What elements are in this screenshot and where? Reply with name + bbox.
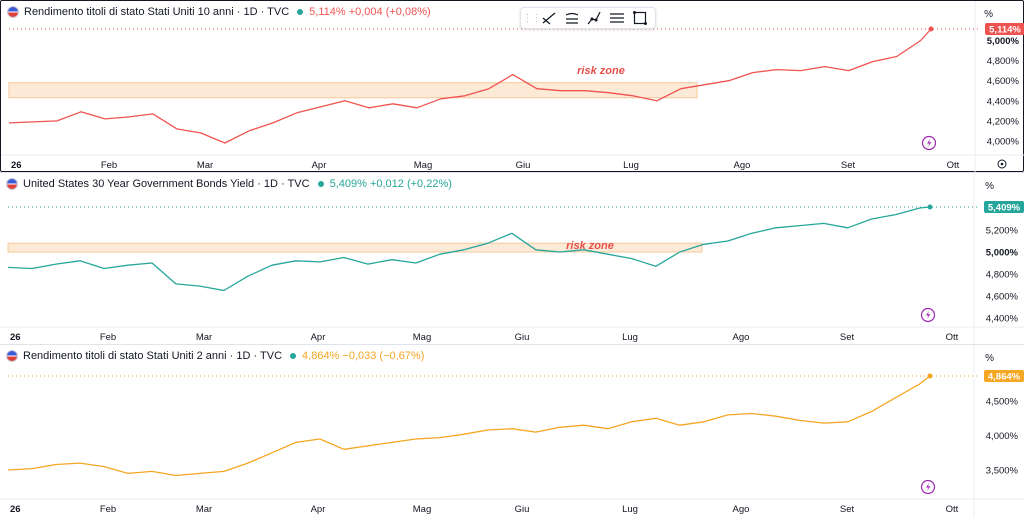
- legend-change-pct: (−0,67%): [379, 350, 424, 362]
- x-tick-label: Mag: [413, 504, 431, 515]
- x-tick-label: 26: [10, 504, 21, 515]
- y-tick-label: 4,800%: [987, 56, 1020, 67]
- y-tick-label: 5,200%: [986, 225, 1019, 236]
- y-tick-label: 5,000%: [986, 247, 1019, 258]
- last-price-tag-text: 5,114%: [989, 25, 1021, 36]
- x-tick-label: Mag: [413, 332, 431, 343]
- x-tick-label: Ago: [733, 332, 750, 343]
- x-tick-label: Ott: [946, 332, 959, 343]
- x-tick-label: Feb: [100, 504, 116, 515]
- legend-title[interactable]: Rendimento titoli di stato Stati Uniti 2…: [23, 350, 282, 362]
- last-price-tag-text: 5,409%: [988, 203, 1021, 214]
- drag-handle-icon[interactable]: ⋮⋮: [528, 10, 534, 26]
- y-tick-label: 3,500%: [986, 466, 1019, 477]
- y-tick-label: 4,000%: [987, 137, 1020, 148]
- last-price-tag-text: 4,864%: [988, 372, 1021, 383]
- x-tick-label: Mar: [197, 160, 213, 171]
- x-tick-label: Set: [840, 332, 855, 343]
- legend-title[interactable]: United States 30 Year Government Bonds Y…: [23, 178, 310, 190]
- x-tick-label: Ago: [734, 160, 751, 171]
- chart-pane-2y[interactable]: Rendimento titoli di stato Stati Uniti 2…: [0, 344, 1024, 518]
- legend-10y: Rendimento titoli di stato Stati Uniti 1…: [7, 6, 431, 18]
- x-tick-label: Giu: [515, 332, 530, 343]
- y-tick-label: 4,000%: [986, 431, 1019, 442]
- legend-change: −0,033: [342, 350, 376, 362]
- rectangle-tool-icon[interactable]: [632, 10, 648, 26]
- x-tick-label: Mar: [196, 504, 212, 515]
- risk-zone-annotation: risk zone: [577, 65, 625, 77]
- chart-svg-2y[interactable]: 4,864% 4,500% 4,000% 3,500% 26 Feb Mar Apr Mag Gi…: [0, 345, 1024, 519]
- legend-last: 5,409%: [330, 178, 367, 190]
- y-tick-label: 4,400%: [987, 96, 1020, 107]
- trendline-tool-icon[interactable]: [541, 10, 557, 26]
- settings-gear-center: [1001, 163, 1004, 166]
- market-status-dot: [297, 9, 303, 15]
- x-tick-label: Lug: [623, 160, 639, 171]
- legend-title[interactable]: Rendimento titoli di stato Stati Uniti 1…: [24, 6, 289, 18]
- x-tick-label: 26: [10, 332, 21, 343]
- y-tick-label: 4,400%: [986, 314, 1019, 325]
- x-tick-label: Mag: [414, 160, 432, 171]
- x-tick-label: Apr: [311, 504, 326, 515]
- x-tick-label: Apr: [311, 332, 326, 343]
- path-tool-icon[interactable]: [586, 10, 602, 26]
- us-flag-icon: [7, 6, 19, 18]
- x-tick-label: Set: [840, 504, 855, 515]
- legend-last: 5,114%: [309, 6, 346, 18]
- legend-change: +0,012: [370, 178, 404, 190]
- market-status-dot: [290, 353, 296, 359]
- x-tick-label: Ott: [946, 504, 959, 515]
- x-tick-label: Mar: [196, 332, 212, 343]
- x-tick-label: Feb: [100, 332, 116, 343]
- chart-svg-30y[interactable]: 5,409% 5,200% 5,000% 4,800% 4,600% 4,400% 26 Fe…: [0, 173, 1024, 345]
- x-tick-label: Lug: [622, 332, 638, 343]
- x-tick-label: Set: [841, 160, 856, 171]
- y-tick-label: 4,600%: [986, 291, 1019, 302]
- x-tick-label: Giu: [516, 160, 531, 171]
- drawing-toolbar: ⋮⋮: [520, 7, 656, 29]
- x-tick-label: Ott: [947, 160, 960, 171]
- legend-change-pct: (+0,08%): [386, 6, 431, 18]
- chart-pane-30y[interactable]: United States 30 Year Government Bonds Y…: [0, 172, 1024, 344]
- x-tick-label: Apr: [312, 160, 327, 171]
- x-tick-label: Giu: [515, 504, 530, 515]
- market-status-dot: [318, 181, 324, 187]
- y-tick-label: 5,000%: [987, 36, 1020, 47]
- x-tick-label: Feb: [101, 160, 117, 171]
- x-tick-label: Ago: [733, 504, 750, 515]
- legend-last: 4,864%: [302, 350, 339, 362]
- risk-zone-band: [9, 83, 697, 98]
- series-line: [8, 376, 930, 476]
- legend-30y: United States 30 Year Government Bonds Y…: [6, 178, 452, 190]
- chart-pane-10y[interactable]: Rendimento titoli di stato Stati Uniti 1…: [0, 0, 1024, 172]
- horizontal-lines-icon[interactable]: [609, 10, 625, 26]
- y-tick-label: 4,200%: [987, 116, 1020, 127]
- parallel-channel-icon[interactable]: [564, 10, 580, 26]
- us-flag-icon: [6, 350, 18, 362]
- us-flag-icon: [6, 178, 18, 190]
- y-tick-label: 4,500%: [986, 397, 1019, 408]
- x-tick-label: Lug: [622, 504, 638, 515]
- y-tick-label: 4,800%: [986, 269, 1019, 280]
- x-tick-label: 26: [11, 160, 22, 171]
- risk-zone-annotation: risk zone: [566, 240, 614, 252]
- legend-change-pct: (+0,22%): [407, 178, 452, 190]
- chart-svg-10y[interactable]: 5,114%5,000%4,800%4,600%4,400%4,200%4,00…: [1, 1, 1024, 173]
- legend-change: +0,004: [349, 6, 383, 18]
- y-tick-label: 4,600%: [987, 76, 1020, 87]
- legend-2y: Rendimento titoli di stato Stati Uniti 2…: [6, 350, 424, 362]
